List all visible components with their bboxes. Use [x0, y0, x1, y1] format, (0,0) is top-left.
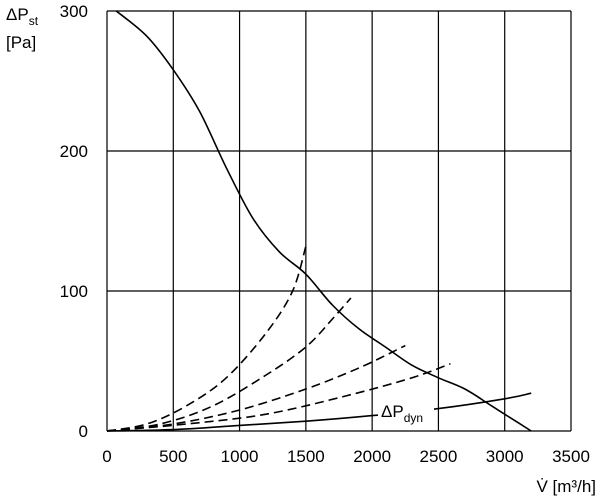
resistance-curve-3 [106, 344, 406, 432]
y-tick-label: 100 [60, 282, 88, 301]
series-annotation: ΔPdyn [378, 398, 434, 425]
resistance-curve-2 [106, 297, 352, 432]
x-tick-label: 3500 [552, 447, 590, 466]
y-tick-label: 200 [60, 142, 88, 161]
x-tick-label: 2000 [353, 447, 391, 466]
x-tick-label: 500 [159, 447, 187, 466]
dynamic-pressure-curve [106, 392, 532, 432]
x-axis-label: V̇ [m³/h] [536, 477, 596, 496]
y-tick-label: 300 [60, 2, 88, 21]
series-layer [106, 10, 532, 432]
x-tick-label: 1000 [221, 447, 259, 466]
resistance-curve-4 [106, 363, 451, 432]
tick-labels: 0 500 1000 1500 2000 2500 3000 3500 0 100 200 300 [60, 2, 590, 466]
y-tick-label: 0 [79, 422, 88, 441]
dpdyn-label: ΔPdyn [381, 402, 423, 425]
grid [106, 10, 572, 432]
x-tick-label: 3000 [486, 447, 524, 466]
x-tick-label: 0 [102, 447, 111, 466]
x-tick-label: 1500 [287, 447, 325, 466]
resistance-curve-1 [106, 245, 307, 432]
y-axis-unit: [Pa] [6, 33, 36, 52]
system-curve [115, 10, 532, 432]
x-tick-label: 2500 [420, 447, 458, 466]
y-axis-label: ΔPst [6, 5, 39, 28]
annotation-background [378, 398, 434, 422]
